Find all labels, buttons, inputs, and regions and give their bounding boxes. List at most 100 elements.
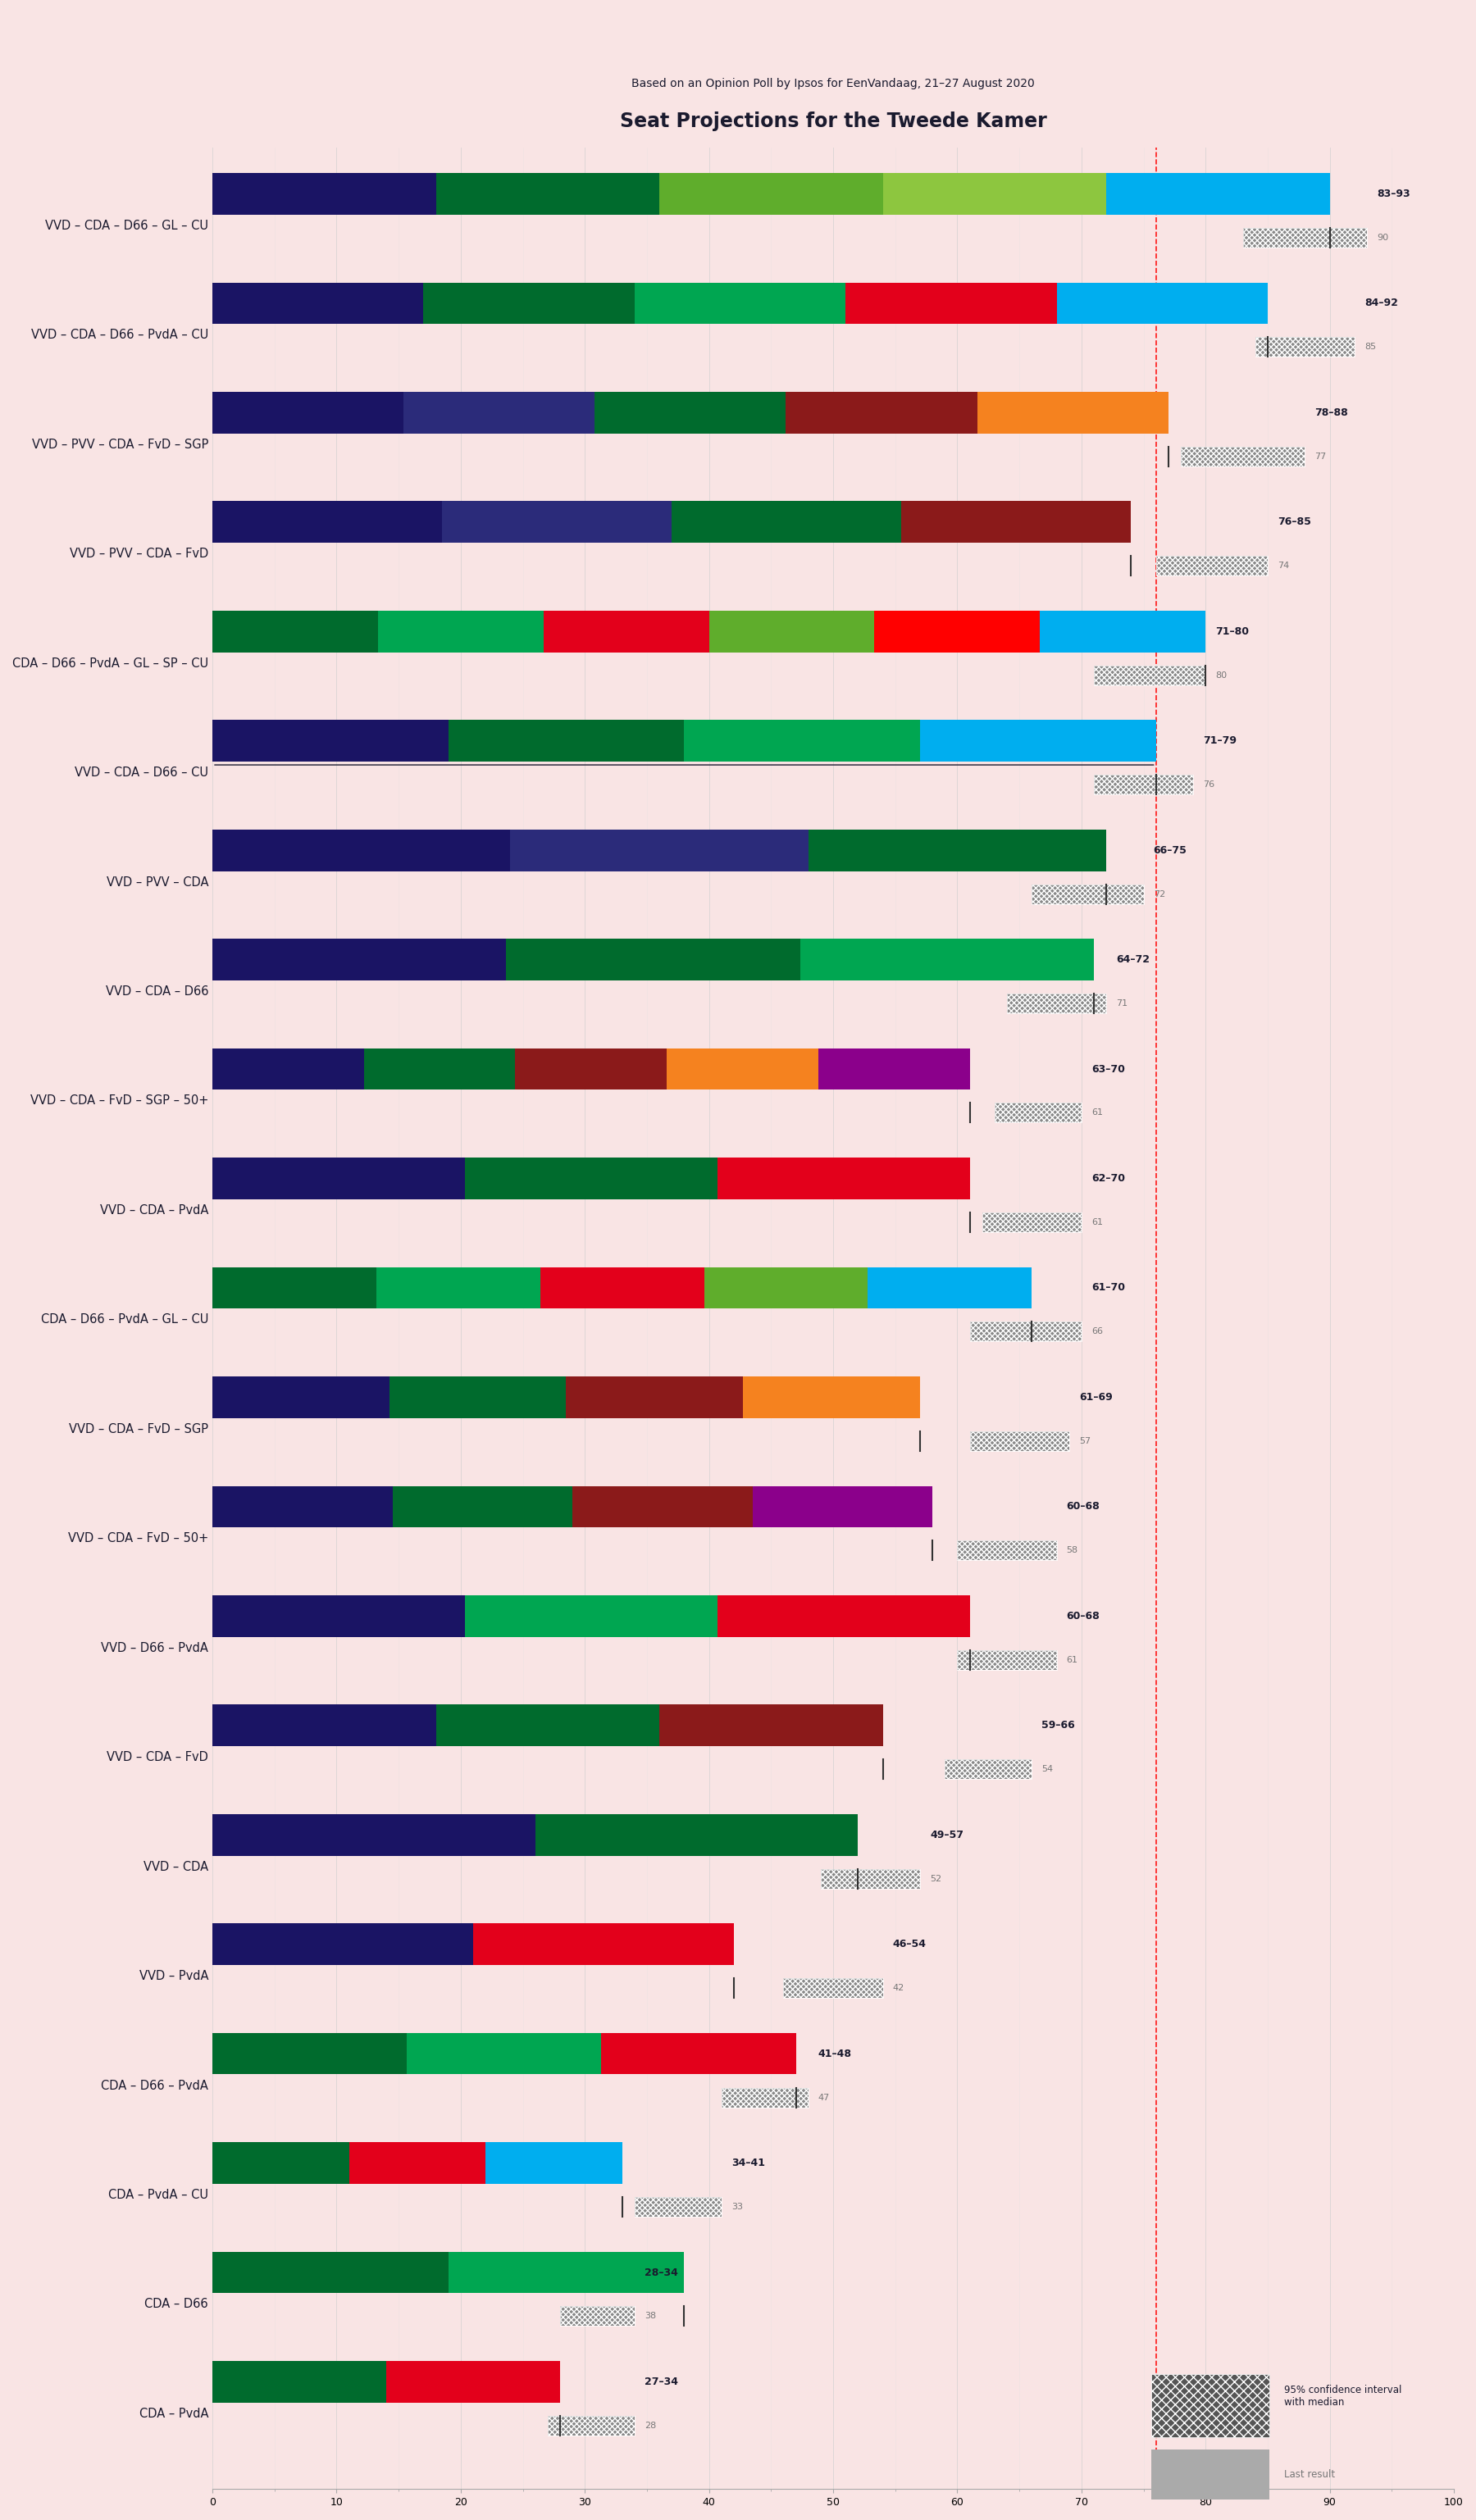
Bar <box>1255 338 1355 358</box>
Bar <box>958 1540 1057 1560</box>
Bar <box>441 501 672 542</box>
Text: 95% confidence interval
with median: 95% confidence interval with median <box>1284 2384 1402 2409</box>
Text: 84–92: 84–92 <box>1364 297 1398 307</box>
Bar <box>213 1157 465 1200</box>
Bar <box>435 1704 660 1746</box>
Text: 61–70: 61–70 <box>1091 1283 1125 1293</box>
Bar <box>753 1487 933 1527</box>
Bar <box>945 1759 1032 1779</box>
Bar <box>540 1268 704 1308</box>
Bar <box>1057 282 1268 325</box>
Bar <box>809 829 1107 872</box>
Bar <box>660 1704 883 1746</box>
Bar <box>213 1595 465 1638</box>
Text: 57: 57 <box>1079 1436 1091 1444</box>
Text: 42: 42 <box>893 1983 905 1993</box>
Bar <box>486 2142 621 2185</box>
Text: 61–69: 61–69 <box>1079 1391 1113 1404</box>
Bar <box>1107 174 1330 214</box>
Bar <box>378 610 543 653</box>
Bar <box>970 1323 1082 1341</box>
Bar <box>465 1157 717 1200</box>
Bar <box>785 391 977 433</box>
Bar <box>213 829 511 872</box>
Bar <box>635 2197 722 2218</box>
Bar <box>945 1759 1032 1779</box>
Bar <box>1243 227 1367 247</box>
Text: 34–41: 34–41 <box>731 2157 765 2167</box>
Bar <box>407 2034 601 2074</box>
Bar <box>708 610 874 653</box>
Bar <box>958 1540 1057 1560</box>
Text: Last result: Last result <box>1284 2470 1336 2480</box>
Bar <box>784 1978 883 1998</box>
Bar <box>717 1157 970 1200</box>
Text: 71: 71 <box>1116 1000 1128 1008</box>
Text: 60–68: 60–68 <box>1067 1610 1100 1620</box>
Bar <box>1094 665 1206 685</box>
Bar <box>742 1376 920 1419</box>
Bar <box>920 721 1156 761</box>
Bar <box>1041 610 1206 653</box>
Bar <box>511 829 809 872</box>
Bar <box>348 2142 486 2185</box>
Bar <box>704 1268 868 1308</box>
Bar <box>667 1048 818 1089</box>
Text: 61: 61 <box>1091 1217 1103 1227</box>
Bar <box>970 1431 1069 1452</box>
Bar <box>213 940 506 980</box>
Bar <box>995 1104 1082 1121</box>
Bar <box>365 1048 515 1089</box>
Bar <box>601 2034 796 2074</box>
Title: Seat Projections for the Tweede Kamer: Seat Projections for the Tweede Kamer <box>620 111 1046 131</box>
Text: 63–70: 63–70 <box>1091 1063 1125 1074</box>
Bar <box>213 174 435 214</box>
Bar <box>970 1431 1069 1452</box>
Bar <box>536 1814 858 1855</box>
Text: 58: 58 <box>1067 1547 1077 1555</box>
Bar <box>660 174 883 214</box>
Bar <box>635 2197 722 2218</box>
Text: 80: 80 <box>1216 670 1227 680</box>
Text: 27–34: 27–34 <box>645 2376 677 2386</box>
Bar <box>213 1704 435 1746</box>
Bar <box>874 610 1041 653</box>
Bar <box>213 721 449 761</box>
Bar <box>449 721 685 761</box>
Bar <box>213 2142 348 2185</box>
Bar <box>722 2087 809 2107</box>
Text: 90: 90 <box>1377 234 1389 242</box>
Bar <box>213 2034 407 2074</box>
Bar <box>390 1376 567 1419</box>
Bar <box>1007 993 1107 1013</box>
Bar <box>672 501 902 542</box>
Bar <box>435 174 660 214</box>
Bar <box>800 940 1094 980</box>
Text: 85: 85 <box>1364 343 1376 350</box>
Text: 64–72: 64–72 <box>1116 955 1150 965</box>
Text: 41–48: 41–48 <box>818 2049 852 2059</box>
Bar <box>958 1651 1057 1671</box>
Bar <box>958 1651 1057 1671</box>
Bar <box>1156 557 1268 575</box>
Bar <box>1007 993 1107 1013</box>
Bar <box>1032 885 1144 905</box>
Bar <box>1094 774 1193 794</box>
Text: 71–79: 71–79 <box>1203 736 1237 746</box>
Bar <box>1255 338 1355 358</box>
Bar <box>213 1048 365 1089</box>
Bar <box>1094 774 1193 794</box>
Bar <box>506 940 800 980</box>
Bar <box>376 1268 540 1308</box>
Text: 72: 72 <box>1153 890 1165 897</box>
Bar <box>595 391 785 433</box>
Bar <box>474 1923 734 1966</box>
Bar <box>213 1923 474 1966</box>
Bar <box>1181 446 1305 466</box>
Text: 71–80: 71–80 <box>1216 625 1249 638</box>
Text: Based on an Opinion Poll by Ipsos for EenVandaag, 21–27 August 2020: Based on an Opinion Poll by Ipsos for Ee… <box>632 78 1035 88</box>
Bar <box>567 1376 742 1419</box>
Bar <box>818 1048 970 1089</box>
Bar <box>543 610 708 653</box>
Text: 28–34: 28–34 <box>645 2268 677 2278</box>
